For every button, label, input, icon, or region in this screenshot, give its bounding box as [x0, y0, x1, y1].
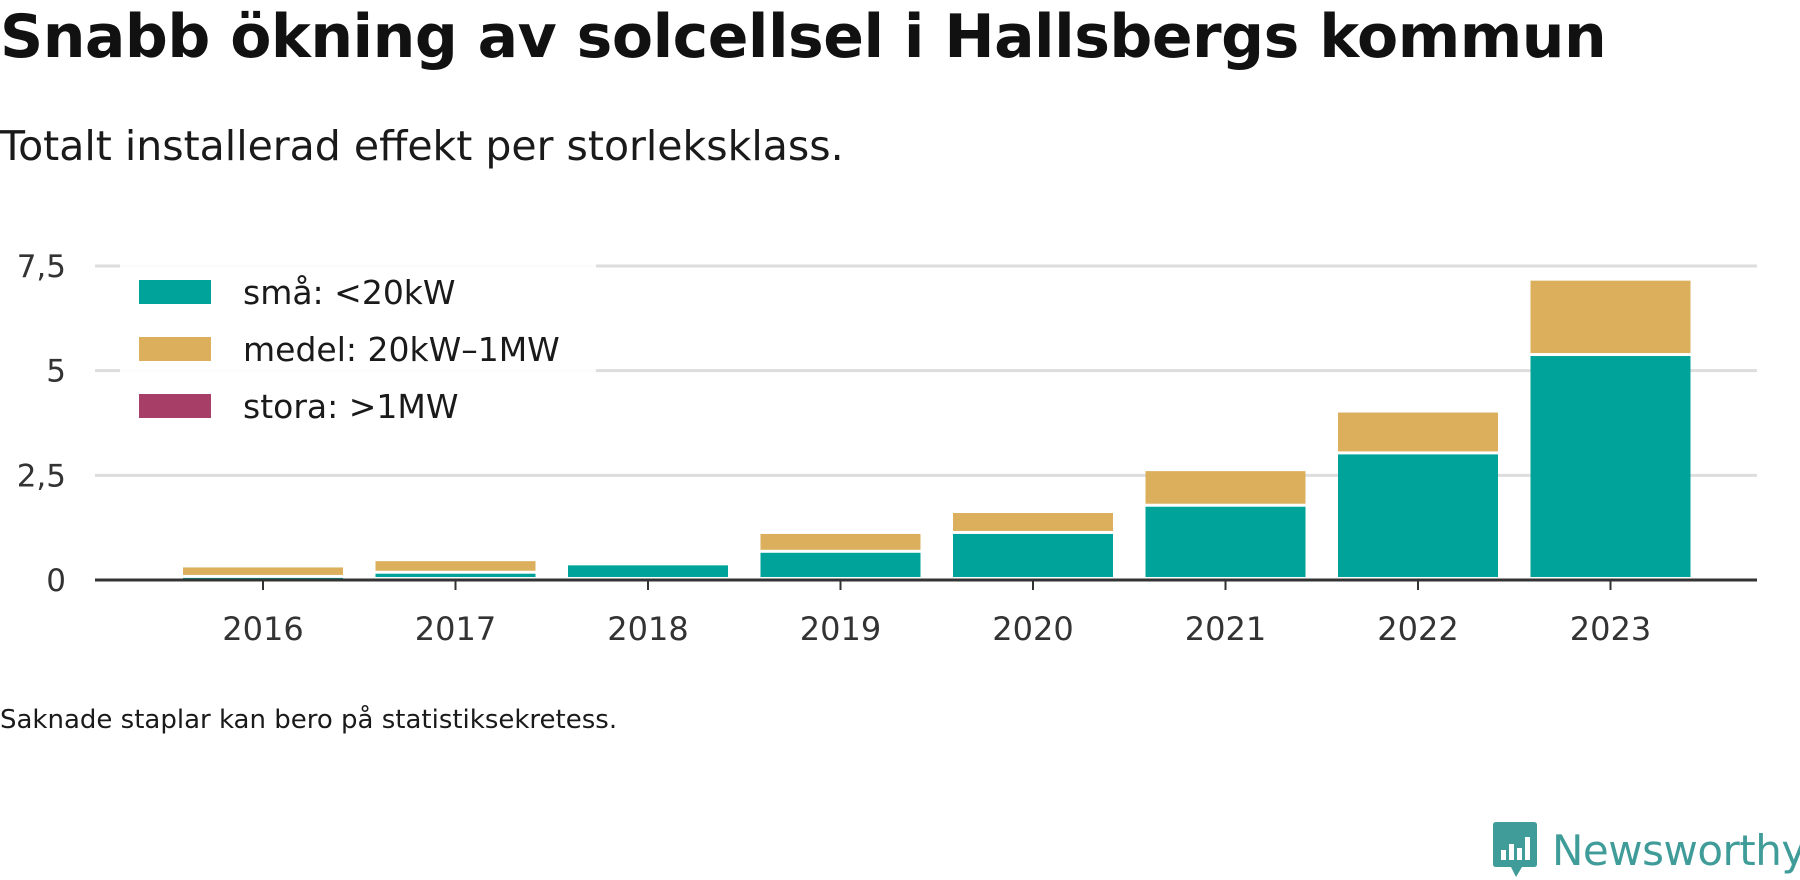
bar-segment — [568, 565, 728, 577]
x-tick-label: 2017 — [415, 610, 496, 648]
x-tick-label: 2016 — [222, 610, 303, 648]
legend-swatch — [139, 280, 211, 304]
bar-segment — [760, 533, 921, 550]
y-tick-label: 5 — [46, 354, 66, 390]
x-tick-label: 2022 — [1377, 610, 1458, 648]
y-tick-label: 7,5 — [17, 249, 66, 285]
axes: 0 2,5 5 7,5 2016 2017 2018 2019 2020 2021 2022 2023 — [17, 249, 1757, 648]
legend: små: <20kW medel: 20kW–1MW stora: >1MW — [120, 262, 596, 430]
legend-label: stora: >1MW — [243, 387, 458, 426]
bar-segment — [953, 533, 1113, 577]
y-tick-label: 0 — [46, 563, 66, 599]
bar-chart: 0 2,5 5 7,5 2016 2017 2018 2019 2020 2021 2022 2023… — [17, 249, 1757, 648]
legend-label: små: <20kW — [243, 273, 456, 312]
bar-segment — [375, 573, 536, 577]
bar-segment — [1530, 280, 1691, 354]
bar-segment — [183, 567, 343, 575]
legend-swatch — [139, 337, 211, 361]
x-tick-label: 2019 — [800, 610, 881, 648]
chart-subtitle: Totalt installerad effekt per storlekskl… — [0, 122, 844, 170]
chart-title: Snabb ökning av solcellsel i Hallsbergs … — [0, 2, 1607, 72]
bar-segment — [375, 561, 536, 571]
x-tick-label: 2021 — [1185, 610, 1266, 648]
bar-segment — [183, 577, 343, 579]
bars — [183, 280, 1691, 579]
newsworthy-logo[interactable]: Newsworthy — [1492, 820, 1800, 880]
bar-segment — [760, 552, 921, 577]
y-tick-label: 2,5 — [17, 458, 66, 494]
x-tick-label: 2023 — [1570, 610, 1651, 648]
bar-segment — [1338, 412, 1498, 452]
bar-segment — [1338, 454, 1498, 577]
footnote: Saknade staplar kan bero på statistiksek… — [0, 705, 618, 735]
brand-name: Newsworthy — [1552, 825, 1800, 875]
x-tick-label: 2018 — [607, 610, 688, 648]
bar-segment — [953, 513, 1113, 531]
bar-segment — [1145, 471, 1306, 504]
x-tick-label: 2020 — [992, 610, 1073, 648]
newsworthy-icon — [1493, 822, 1537, 877]
bar-segment — [1530, 356, 1691, 577]
legend-label: medel: 20kW–1MW — [243, 330, 560, 369]
legend-swatch — [139, 394, 211, 418]
bar-segment — [1145, 506, 1306, 577]
